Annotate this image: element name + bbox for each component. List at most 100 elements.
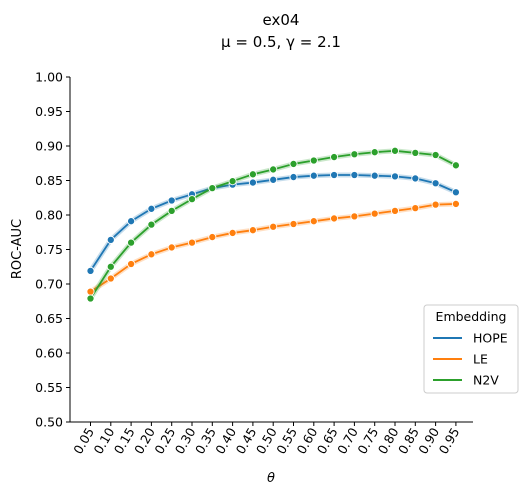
data-point-le (289, 219, 298, 229)
data-point-n2v (390, 146, 400, 155)
data-point-hope (86, 266, 95, 275)
data-point-n2v (411, 148, 420, 157)
data-point-le (208, 233, 217, 242)
data-point-le (431, 200, 440, 209)
x-tick-label: 0.55 (273, 425, 300, 457)
data-point-n2v (167, 206, 176, 215)
data-point-le (187, 238, 197, 247)
x-tick-label: 0.05 (70, 425, 97, 457)
data-point-hope (248, 178, 257, 187)
legend-entries: HOPE LE N2V (433, 331, 508, 388)
legend-label-n2v: N2V (473, 373, 499, 388)
chart-subtitle: μ = 0.5, γ = 2.1 (221, 33, 341, 51)
x-tick-label: 0.95 (436, 425, 463, 457)
x-tick-label: 0.40 (212, 425, 239, 457)
x-tick-label: 0.90 (415, 425, 442, 457)
x-tick-label: 0.15 (111, 425, 138, 457)
data-point-hope (127, 217, 136, 226)
data-point-hope (289, 172, 298, 182)
legend-label-hope: HOPE (473, 331, 508, 346)
data-point-le (248, 226, 257, 235)
data-point-n2v (289, 159, 298, 168)
data-point-n2v (127, 238, 136, 247)
data-point-n2v (350, 150, 359, 159)
data-point-hope (167, 196, 176, 205)
x-tick-label: 0.75 (354, 425, 381, 457)
data-point-le (451, 199, 460, 209)
y-tick-label: 0.75 (35, 242, 63, 257)
x-tick-label: 0.35 (192, 425, 219, 457)
data-point-le (390, 206, 400, 215)
x-tick-label: 0.50 (253, 425, 280, 457)
x-tick-label: 0.60 (293, 425, 320, 457)
data-point-le (370, 209, 379, 218)
data-point-le (350, 212, 359, 221)
legend-box (423, 304, 519, 394)
data-point-hope (390, 172, 400, 181)
legend-title: Embedding (436, 309, 507, 324)
data-point-n2v (451, 161, 460, 170)
data-point-hope (330, 170, 339, 180)
data-point-hope (269, 175, 278, 184)
x-tick-label: 0.65 (314, 425, 341, 457)
data-point-n2v (208, 184, 217, 193)
data-point-n2v (106, 262, 115, 271)
data-point-le (269, 222, 278, 231)
x-tick-label: 0.80 (375, 425, 402, 457)
y-tick-label: 0.50 (35, 415, 63, 430)
data-point-le (309, 217, 318, 226)
y-tick-label: 0.95 (35, 104, 63, 119)
series-band-le (89, 201, 456, 294)
data-point-le (147, 250, 156, 259)
data-point-hope (309, 171, 318, 180)
data-point-hope (147, 204, 156, 213)
x-tick-label: 0.20 (131, 425, 158, 457)
y-tick-label: 1.00 (35, 70, 63, 85)
legend: Embedding HOPE LE N2V (423, 304, 519, 394)
data-point-n2v (309, 156, 318, 165)
x-tick-label: 0.30 (172, 425, 199, 457)
data-point-n2v (228, 177, 237, 186)
chart-title: ex04 (263, 11, 300, 29)
data-point-le (228, 228, 237, 237)
data-point-n2v (330, 152, 339, 162)
y-tick-label: 0.65 (35, 311, 63, 326)
series-points (86, 146, 460, 303)
axis-ticks: 0.500.550.600.650.700.750.800.850.900.95… (35, 70, 462, 457)
y-tick-label: 0.60 (35, 346, 63, 361)
data-point-le (106, 274, 115, 283)
y-axis-label: ROC-AUC (10, 219, 25, 279)
data-point-le (127, 259, 136, 269)
x-tick-label: 0.10 (90, 425, 117, 457)
x-tick-label: 0.25 (151, 425, 178, 457)
data-point-hope (451, 188, 460, 197)
x-tick-label: 0.85 (395, 425, 422, 457)
x-tick-label: 0.45 (233, 425, 260, 457)
x-tick-label: 0.70 (334, 425, 361, 457)
y-tick-label: 0.55 (35, 380, 63, 395)
data-point-n2v (269, 165, 278, 174)
data-point-le (330, 214, 339, 223)
x-axis-label: θ (267, 471, 275, 486)
data-point-n2v (370, 148, 379, 157)
series-line-le (90, 203, 456, 293)
data-point-hope (350, 170, 359, 180)
data-point-n2v (431, 150, 440, 160)
data-point-n2v (147, 220, 156, 229)
y-tick-label: 0.70 (35, 277, 63, 292)
data-point-hope (411, 174, 420, 183)
y-tick-label: 0.85 (35, 173, 63, 188)
data-point-le (411, 204, 420, 213)
y-tick-label: 0.90 (35, 139, 63, 154)
data-point-hope (370, 171, 379, 180)
y-tick-label: 0.80 (35, 208, 63, 223)
data-point-hope (431, 179, 440, 188)
data-point-n2v (187, 195, 197, 204)
data-point-hope (106, 235, 115, 244)
data-point-le (86, 287, 95, 296)
legend-label-le: LE (473, 352, 488, 367)
data-point-n2v (86, 294, 95, 303)
data-point-n2v (248, 170, 257, 179)
data-point-le (167, 243, 176, 252)
